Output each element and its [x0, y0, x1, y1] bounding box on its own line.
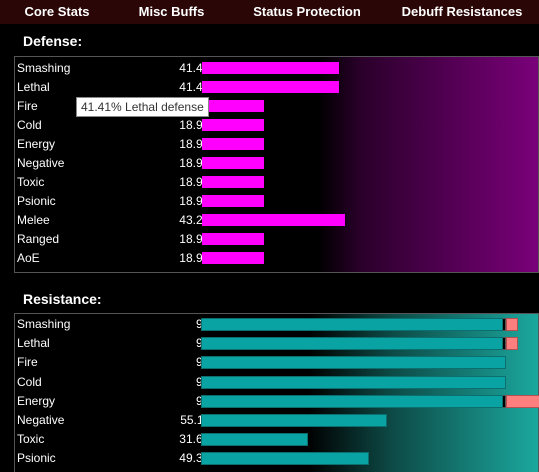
- resistance-row-label: Fire: [17, 355, 38, 370]
- defense-bar: [202, 62, 339, 74]
- defense-row-label: Psionic: [17, 194, 56, 208]
- resistance-row-label: Energy: [17, 393, 56, 408]
- defense-row-label: Cold: [17, 118, 42, 132]
- resistance-excess-bar: [506, 394, 539, 408]
- defense-row-label: AoE: [17, 251, 40, 265]
- defense-panel: Smashing41.41%Lethal41.41%Fire18.91%Cold…: [14, 56, 539, 273]
- defense-row-cold[interactable]: Cold 18.91%: [15, 116, 538, 135]
- defense-bar: [202, 157, 264, 169]
- defense-row-energy[interactable]: Energy 18.91%: [15, 135, 538, 154]
- defense-bar: [202, 233, 264, 245]
- defense-bar: [202, 176, 264, 188]
- resistance-row-label: Toxic: [17, 432, 45, 447]
- resistance-bar: [201, 375, 506, 389]
- defense-row-label: Lethal: [17, 80, 50, 94]
- defense-row-smashing[interactable]: Smashing 41.41%: [15, 59, 538, 78]
- resistance-row-cold[interactable]: Cold90%: [15, 373, 538, 392]
- defense-row-label: Fire: [17, 99, 38, 113]
- resistance-excess-bar: [506, 318, 518, 331]
- tab-debuff-resistances[interactable]: Debuff Resistances: [401, 4, 523, 19]
- resistance-row-lethal[interactable]: Lethal90%: [15, 334, 538, 353]
- resistance-row-label: Psionic: [17, 451, 56, 466]
- tab-core-stats[interactable]: Core Stats: [24, 4, 90, 19]
- resistance-bar: [201, 433, 308, 447]
- resistance-row-psionic[interactable]: Psionic 49.35%: [15, 449, 538, 468]
- defense-row-label: Melee: [17, 213, 50, 227]
- resistance-bar: [201, 356, 506, 370]
- defense-row-label: Energy: [17, 137, 56, 151]
- defense-row-label: Smashing: [17, 61, 71, 75]
- resistance-panel: Smashing90%Lethal90%Fire90%Cold90%Energy…: [14, 313, 539, 472]
- defense-row-label: Toxic: [17, 175, 45, 189]
- defense-bar: [202, 100, 264, 112]
- defense-title: Defense:: [23, 33, 83, 49]
- defense-bar: [202, 138, 264, 150]
- defense-row-toxic[interactable]: Toxic 18.91%: [15, 173, 538, 192]
- resistance-row-label: Lethal: [17, 336, 50, 351]
- defense-bar: [202, 119, 264, 131]
- resistance-bar: [201, 414, 387, 427]
- defense-bar: [202, 195, 264, 207]
- resistance-bar: [201, 452, 369, 466]
- resistance-row-smashing[interactable]: Smashing90%: [15, 315, 538, 334]
- resistance-row-energy[interactable]: Energy90%: [15, 392, 539, 411]
- tab-misc-buffs[interactable]: Misc Buffs: [138, 4, 205, 19]
- resistance-row-fire[interactable]: Fire90%: [15, 353, 538, 372]
- resistance-row-label: Smashing: [17, 317, 71, 331]
- defense-bar: [202, 214, 345, 226]
- resistance-row-toxic[interactable]: Toxic 31.63%: [15, 430, 538, 449]
- resistance-bar: [201, 394, 503, 408]
- defense-row-label: Ranged: [17, 232, 60, 246]
- resistance-row-label: Negative: [17, 413, 65, 427]
- defense-row-melee[interactable]: Melee 43.28%: [15, 211, 538, 230]
- defense-bar: [202, 81, 339, 93]
- resistance-bar: [201, 318, 503, 331]
- defense-row-ranged[interactable]: Ranged 18.91%: [15, 230, 538, 249]
- tab-status-protection[interactable]: Status Protection: [253, 4, 361, 19]
- resistance-bar: [201, 337, 503, 351]
- resistance-row-negative[interactable]: Negative55.11%: [15, 411, 538, 430]
- defense-row-psionic[interactable]: Psionic 18.91%: [15, 192, 538, 211]
- defense-row-lethal[interactable]: Lethal 41.41%: [15, 78, 538, 97]
- defense-row-aoe[interactable]: AoE 18.91%: [15, 249, 538, 268]
- defense-tooltip: 41.41% Lethal defense: [76, 97, 209, 117]
- resistance-excess-bar: [506, 337, 518, 351]
- tab-bar: Core Stats Misc Buffs Status Protection …: [0, 0, 539, 24]
- defense-bar: [202, 252, 264, 264]
- resistance-title: Resistance:: [23, 291, 102, 307]
- defense-row-label: Negative: [17, 156, 65, 170]
- resistance-row-label: Cold: [17, 374, 42, 389]
- defense-row-negative[interactable]: Negative 18.91%: [15, 154, 538, 173]
